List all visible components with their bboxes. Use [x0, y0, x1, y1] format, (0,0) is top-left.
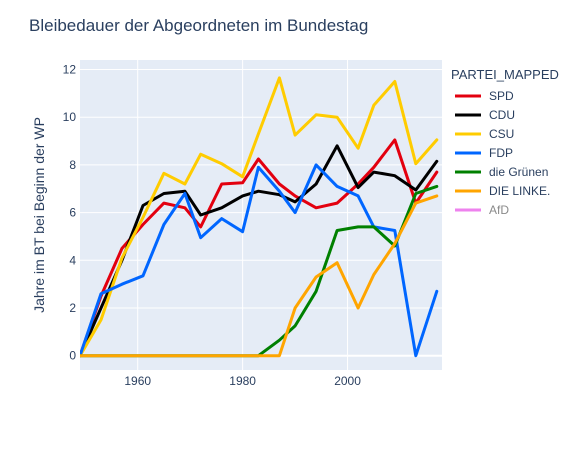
legend-label: AfD	[489, 203, 509, 217]
legend-label: SPD	[489, 89, 514, 103]
legend-title: PARTEI_MAPPED	[451, 67, 559, 82]
x-tick-label: 2000	[334, 374, 361, 388]
y-tick-label: 8	[69, 158, 76, 172]
grid-lines	[80, 60, 442, 370]
plot-background	[80, 60, 442, 370]
x-tick-label: 1980	[229, 374, 256, 388]
legend-label: DIE LINKE.	[489, 184, 550, 198]
legend-label: CSU	[489, 127, 514, 141]
legend-label: FDP	[489, 146, 513, 160]
y-tick-label: 12	[63, 63, 77, 77]
y-tick-label: 0	[69, 349, 76, 363]
legend-item[interactable]: die Grünen	[455, 165, 548, 179]
series-line-die-linke	[80, 194, 439, 358]
legend-item[interactable]: CSU	[455, 127, 514, 141]
legend-item[interactable]: DIE LINKE.	[455, 184, 550, 198]
chart-title: Bleibedauer der Abgeordneten im Bundesta…	[29, 16, 368, 35]
y-tick-label: 4	[69, 253, 76, 267]
legend[interactable]: PARTEI_MAPPED SPD CDU CSU FDP die Grünen DIE …	[451, 67, 559, 217]
y-tick-label: 6	[69, 206, 76, 220]
legend-label: CDU	[489, 108, 515, 122]
legend-label: die Grünen	[489, 165, 548, 179]
legend-item[interactable]: CDU	[455, 108, 515, 122]
axis-ticks: 0 2 4 6 8 10 12 1960 1980 2000	[63, 63, 362, 388]
y-tick-label: 10	[63, 110, 77, 124]
y-axis-title: Jahre im BT bei Beginn der WP	[31, 117, 47, 313]
y-tick-label: 2	[69, 301, 76, 315]
series-line-csu	[80, 76, 439, 358]
legend-item[interactable]: AfD	[455, 203, 509, 217]
series-line-cdu	[80, 144, 439, 358]
legend-item[interactable]: SPD	[455, 89, 514, 103]
data-series	[80, 76, 439, 358]
series-line-spd	[80, 138, 439, 358]
legend-item[interactable]: FDP	[455, 146, 513, 160]
x-tick-label: 1960	[124, 374, 151, 388]
